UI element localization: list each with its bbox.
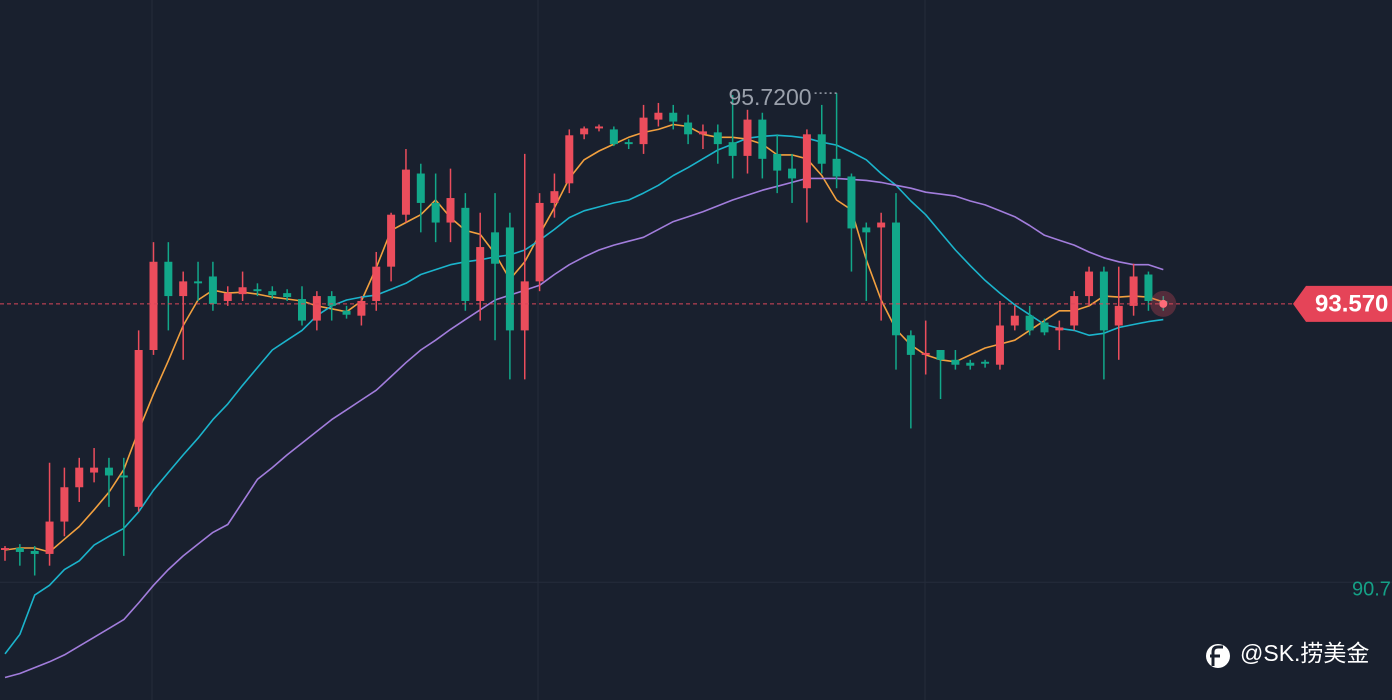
candle-body — [194, 281, 203, 284]
candle-body — [698, 131, 707, 135]
candle-body — [461, 207, 470, 301]
candle-body — [624, 142, 633, 145]
candle-body — [847, 176, 856, 229]
candle-body — [877, 222, 886, 228]
candle-body — [728, 142, 737, 156]
candle-body — [372, 266, 381, 301]
watermark: @SK.捞美金 — [1206, 640, 1369, 668]
candle-body — [936, 350, 945, 360]
candle-body — [654, 112, 663, 120]
candle-body — [743, 119, 752, 156]
watermark-text: @SK.捞美金 — [1240, 640, 1369, 666]
candle-body — [951, 359, 960, 365]
candle-body — [60, 487, 69, 522]
candle-body — [1040, 322, 1049, 333]
candle-body — [921, 352, 930, 355]
candle-body — [1114, 305, 1123, 326]
moving-average-line — [4, 134, 1164, 655]
candle-body — [327, 296, 336, 306]
candle-body — [104, 467, 113, 476]
candle-body — [639, 117, 648, 145]
candle-body — [298, 299, 306, 321]
candle-body — [966, 362, 975, 366]
candle-body — [476, 247, 485, 301]
candle-layer — [1, 93, 1168, 576]
candle-body — [342, 310, 351, 315]
candle-body — [981, 361, 990, 364]
candle-body — [802, 134, 811, 189]
last-price-dot — [1159, 299, 1168, 308]
candle-body — [550, 191, 559, 203]
last-price-tag — [1293, 285, 1392, 322]
candle-body — [268, 291, 277, 296]
candle-body — [580, 128, 589, 135]
candle-body — [609, 129, 618, 145]
candle-body — [817, 134, 826, 164]
candle-body — [535, 202, 544, 282]
candle-body — [684, 122, 693, 135]
candle-body — [223, 293, 232, 301]
candle-body — [253, 289, 262, 292]
candle-body — [995, 325, 1004, 365]
candle-body — [1144, 274, 1153, 301]
candle-body — [788, 168, 797, 179]
candle-body — [431, 202, 440, 223]
candle-body — [179, 281, 188, 297]
candle-body — [446, 198, 455, 223]
candle-body — [595, 126, 603, 129]
candle-body — [416, 173, 425, 203]
candle-body — [1129, 276, 1138, 306]
last-price-label: 93.570 — [1315, 290, 1388, 317]
moving-average-line — [4, 177, 1164, 679]
candle-body — [164, 261, 173, 297]
candle-body — [906, 335, 915, 355]
candle-body — [832, 158, 841, 177]
candle-body — [862, 227, 871, 233]
max-annotation-label: 95.7200 — [728, 84, 811, 110]
candle-body — [401, 169, 410, 215]
candle-body — [208, 276, 217, 304]
candle-body — [134, 350, 143, 507]
candle-body — [283, 293, 292, 298]
candle-body — [75, 467, 84, 488]
candle-body — [1, 548, 9, 550]
candle-body — [505, 227, 514, 331]
candle-body — [90, 467, 99, 473]
candle-body — [565, 135, 574, 184]
candle-body — [119, 475, 128, 478]
candle-body — [1055, 327, 1064, 331]
candle-body — [892, 222, 900, 336]
candle-body — [669, 112, 678, 122]
candle-body — [1085, 271, 1094, 297]
candle-body — [149, 261, 158, 350]
candle-body — [30, 550, 39, 554]
y-tick-label: 90.7 — [1352, 579, 1391, 601]
candle-body — [1070, 296, 1079, 326]
candle-body — [45, 521, 54, 554]
grid-layer: 90.7 — [0, 579, 1392, 601]
candle-body — [387, 214, 396, 267]
candle-body — [312, 296, 321, 321]
candle-body — [773, 153, 782, 171]
candle-body — [1099, 271, 1108, 331]
candle-body — [520, 281, 529, 331]
candle-body — [491, 232, 500, 264]
overlay-layer: 95.7200 93.570 — [0, 84, 1392, 322]
watermark-icon-glyph — [1210, 645, 1223, 666]
candle-body — [238, 287, 247, 295]
candle-body — [1025, 315, 1034, 331]
candle-body — [713, 132, 722, 145]
candle-body — [15, 548, 24, 552]
candle-body — [357, 300, 366, 316]
candle-body — [758, 119, 767, 159]
candle-body — [1010, 315, 1019, 326]
